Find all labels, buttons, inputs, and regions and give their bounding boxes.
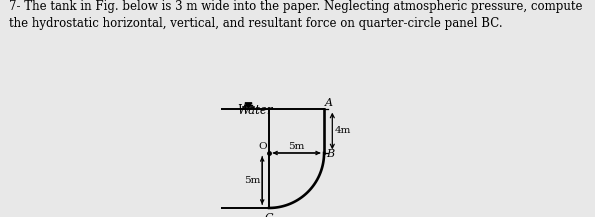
- Text: 4m: 4m: [334, 127, 350, 135]
- Polygon shape: [245, 103, 252, 107]
- Text: Water: Water: [237, 104, 273, 117]
- Text: 5m: 5m: [244, 176, 260, 185]
- Text: C: C: [265, 213, 273, 217]
- Text: A: A: [325, 98, 333, 108]
- Text: O: O: [259, 142, 267, 151]
- Text: B: B: [326, 149, 334, 159]
- Text: 7- The tank in Fig. below is 3 m wide into the paper. Neglecting atmospheric pre: 7- The tank in Fig. below is 3 m wide in…: [9, 0, 583, 30]
- Text: 5m: 5m: [289, 141, 305, 151]
